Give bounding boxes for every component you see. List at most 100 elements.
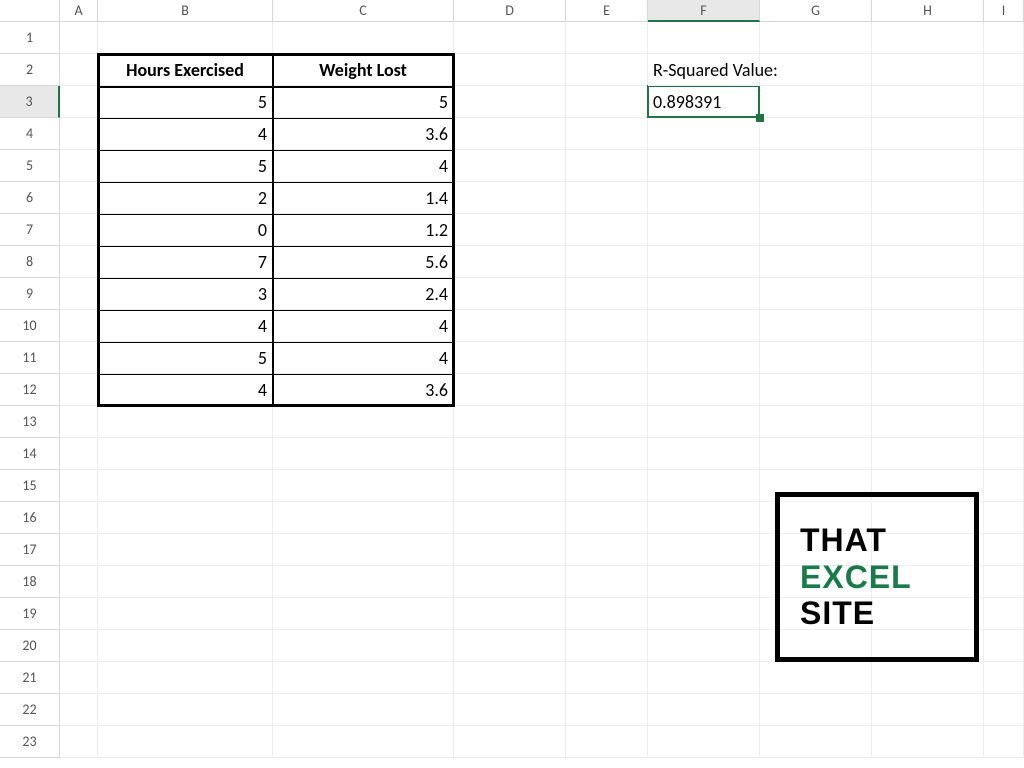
cell-D17[interactable] xyxy=(454,534,566,566)
cell-B2[interactable]: Hours Exercised xyxy=(98,54,273,86)
cell-F12[interactable] xyxy=(648,374,760,406)
cell-B1[interactable] xyxy=(98,22,273,54)
cell-D4[interactable] xyxy=(454,118,566,150)
cell-I9[interactable] xyxy=(984,278,1024,310)
cell-A23[interactable] xyxy=(60,726,98,758)
cell-A12[interactable] xyxy=(60,374,98,406)
row-header-12[interactable]: 12 xyxy=(0,374,60,406)
cell-I3[interactable] xyxy=(984,86,1024,118)
cell-D18[interactable] xyxy=(454,566,566,598)
cell-I21[interactable] xyxy=(984,662,1024,694)
row-header-5[interactable]: 5 xyxy=(0,150,60,182)
cell-B9[interactable]: 3 xyxy=(98,278,273,310)
cell-F3[interactable]: 0.898391 xyxy=(648,86,760,118)
cell-G10[interactable] xyxy=(760,310,872,342)
cell-F4[interactable] xyxy=(648,118,760,150)
cell-E14[interactable] xyxy=(566,438,648,470)
cell-I16[interactable] xyxy=(984,502,1024,534)
cell-E8[interactable] xyxy=(566,246,648,278)
cell-F15[interactable] xyxy=(648,470,760,502)
row-header-2[interactable]: 2 xyxy=(0,54,60,86)
cell-A2[interactable] xyxy=(60,54,98,86)
cell-B21[interactable] xyxy=(98,662,273,694)
cell-H14[interactable] xyxy=(872,438,984,470)
cell-I19[interactable] xyxy=(984,598,1024,630)
cell-G5[interactable] xyxy=(760,150,872,182)
cell-B5[interactable]: 5 xyxy=(98,150,273,182)
cell-E21[interactable] xyxy=(566,662,648,694)
col-header-F[interactable]: F xyxy=(648,0,760,22)
col-header-B[interactable]: B xyxy=(98,0,273,22)
cell-C5[interactable]: 4 xyxy=(273,150,454,182)
cell-E4[interactable] xyxy=(566,118,648,150)
row-header-14[interactable]: 14 xyxy=(0,438,60,470)
cell-D10[interactable] xyxy=(454,310,566,342)
cell-G3[interactable] xyxy=(760,86,872,118)
cell-F19[interactable] xyxy=(648,598,760,630)
cell-I8[interactable] xyxy=(984,246,1024,278)
cell-A19[interactable] xyxy=(60,598,98,630)
cell-E16[interactable] xyxy=(566,502,648,534)
cell-E23[interactable] xyxy=(566,726,648,758)
cell-E22[interactable] xyxy=(566,694,648,726)
cell-H10[interactable] xyxy=(872,310,984,342)
cell-D13[interactable] xyxy=(454,406,566,438)
cell-C14[interactable] xyxy=(273,438,454,470)
cell-G4[interactable] xyxy=(760,118,872,150)
cell-A18[interactable] xyxy=(60,566,98,598)
cell-D19[interactable] xyxy=(454,598,566,630)
cell-I13[interactable] xyxy=(984,406,1024,438)
row-header-6[interactable]: 6 xyxy=(0,182,60,214)
cell-A7[interactable] xyxy=(60,214,98,246)
cell-D16[interactable] xyxy=(454,502,566,534)
cell-A22[interactable] xyxy=(60,694,98,726)
cell-C23[interactable] xyxy=(273,726,454,758)
row-header-3[interactable]: 3 xyxy=(0,86,60,118)
cell-H8[interactable] xyxy=(872,246,984,278)
cell-F9[interactable] xyxy=(648,278,760,310)
cell-B13[interactable] xyxy=(98,406,273,438)
cell-E7[interactable] xyxy=(566,214,648,246)
row-header-10[interactable]: 10 xyxy=(0,310,60,342)
col-header-A[interactable]: A xyxy=(60,0,98,22)
cell-D5[interactable] xyxy=(454,150,566,182)
row-header-18[interactable]: 18 xyxy=(0,566,60,598)
cell-F5[interactable] xyxy=(648,150,760,182)
cell-I14[interactable] xyxy=(984,438,1024,470)
row-header-15[interactable]: 15 xyxy=(0,470,60,502)
cell-E17[interactable] xyxy=(566,534,648,566)
col-header-H[interactable]: H xyxy=(872,0,984,22)
cell-D11[interactable] xyxy=(454,342,566,374)
cell-B14[interactable] xyxy=(98,438,273,470)
cell-A4[interactable] xyxy=(60,118,98,150)
cell-F8[interactable] xyxy=(648,246,760,278)
cell-C6[interactable]: 1.4 xyxy=(273,182,454,214)
cell-I15[interactable] xyxy=(984,470,1024,502)
cell-B17[interactable] xyxy=(98,534,273,566)
cell-A5[interactable] xyxy=(60,150,98,182)
cell-G13[interactable] xyxy=(760,406,872,438)
cell-H23[interactable] xyxy=(872,726,984,758)
row-header-20[interactable]: 20 xyxy=(0,630,60,662)
cell-D21[interactable] xyxy=(454,662,566,694)
cell-A17[interactable] xyxy=(60,534,98,566)
cell-F2[interactable]: R-Squared Value: xyxy=(648,54,760,86)
cell-I17[interactable] xyxy=(984,534,1024,566)
row-header-4[interactable]: 4 xyxy=(0,118,60,150)
cell-A1[interactable] xyxy=(60,22,98,54)
cell-I10[interactable] xyxy=(984,310,1024,342)
cell-A21[interactable] xyxy=(60,662,98,694)
cell-F16[interactable] xyxy=(648,502,760,534)
cell-F10[interactable] xyxy=(648,310,760,342)
cell-D2[interactable] xyxy=(454,54,566,86)
cell-C15[interactable] xyxy=(273,470,454,502)
cell-I5[interactable] xyxy=(984,150,1024,182)
cell-C10[interactable]: 4 xyxy=(273,310,454,342)
cell-H12[interactable] xyxy=(872,374,984,406)
row-header-22[interactable]: 22 xyxy=(0,694,60,726)
cell-G21[interactable] xyxy=(760,662,872,694)
cell-G14[interactable] xyxy=(760,438,872,470)
cell-A15[interactable] xyxy=(60,470,98,502)
cell-E9[interactable] xyxy=(566,278,648,310)
cell-F6[interactable] xyxy=(648,182,760,214)
